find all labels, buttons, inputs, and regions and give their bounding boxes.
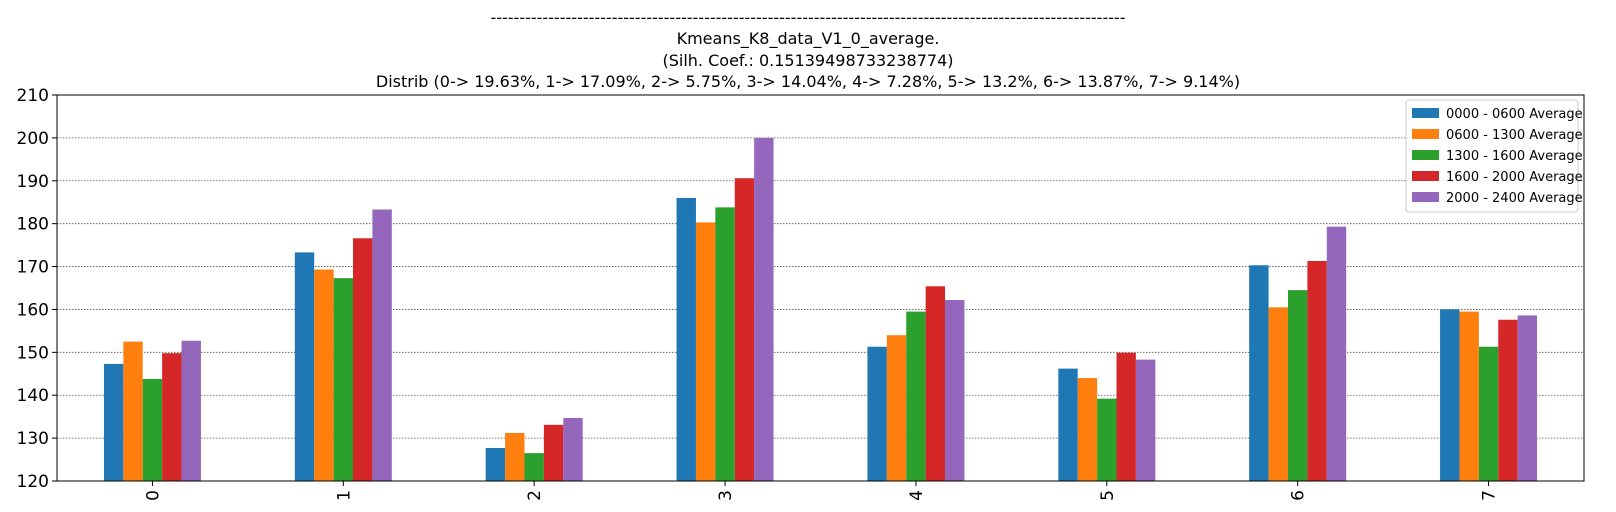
x-tick-label: 3 — [716, 490, 736, 501]
bar-1-series-1 — [314, 269, 334, 481]
bar-3-series-3 — [734, 178, 755, 481]
y-tick-label: 160 — [17, 300, 49, 320]
bar-2-series-1 — [505, 432, 525, 481]
bar-6-series-1 — [1268, 307, 1288, 481]
bar-5-series-1 — [1077, 378, 1098, 481]
bar-2-series-4 — [563, 417, 583, 481]
bar-0-series-3 — [162, 353, 182, 481]
y-tick-label: 190 — [17, 172, 49, 192]
bar-0-series-0 — [103, 363, 124, 481]
bar-1-series-3 — [353, 238, 373, 481]
bar-5-series-4 — [1135, 359, 1156, 481]
bar-4-series-3 — [925, 286, 946, 481]
x-tick-label: 1 — [334, 490, 354, 501]
bar-4-series-4 — [945, 300, 965, 481]
legend-box — [1405, 99, 1579, 213]
bar-6-series-0 — [1249, 265, 1269, 481]
legend-swatch — [1412, 192, 1439, 202]
bar-3-series-2 — [715, 207, 735, 481]
x-tick-label: 2 — [525, 490, 545, 501]
bar-2-series-3 — [543, 424, 564, 481]
legend-label: 0600 - 1300 Average — [1446, 128, 1583, 143]
y-tick-label: 140 — [17, 386, 49, 406]
y-tick-label: 130 — [17, 429, 49, 449]
chart-title-separator: ----------------------------------------… — [490, 8, 1126, 27]
bar-7-series-1 — [1459, 311, 1479, 481]
x-tick-label: 0 — [143, 490, 163, 501]
x-tick-label: 7 — [1480, 490, 1500, 501]
x-tick-label: 4 — [907, 490, 927, 501]
y-tick-label: 210 — [17, 86, 49, 106]
grid-lines — [57, 137, 1584, 439]
chart-title: Kmeans_K8_data_V1_0_average. — [676, 29, 940, 48]
bar-5-series-2 — [1097, 398, 1117, 481]
bar-3-series-0 — [676, 197, 696, 481]
bar-4-series-1 — [886, 335, 907, 481]
legend-label: 0000 - 0600 Average — [1446, 107, 1583, 122]
legend-swatch — [1412, 129, 1439, 139]
plot-frame — [56, 94, 1585, 482]
bar-2-series-2 — [524, 453, 544, 481]
y-tick-label: 180 — [17, 215, 49, 235]
bar-3-series-1 — [695, 222, 716, 481]
bar-6-series-4 — [1326, 226, 1347, 481]
y-tick-label: 150 — [17, 343, 49, 363]
bar-0-series-1 — [123, 341, 143, 481]
bar-1-series-4 — [372, 209, 392, 481]
bar-7-series-3 — [1498, 319, 1518, 481]
legend-label: 1600 - 2000 Average — [1446, 170, 1583, 185]
bar-4-series-2 — [906, 311, 926, 481]
bar-7-series-0 — [1440, 309, 1460, 481]
bar-6-series-3 — [1307, 260, 1327, 481]
y-axis: 120 130 140 150 160 170 180 190 200 210 — [17, 86, 57, 492]
chart-subtitle-distribution: Distrib (0-> 19.63%, 1-> 17.09%, 2-> 5.7… — [375, 72, 1241, 91]
legend-swatch — [1412, 171, 1439, 181]
bar-6-series-2 — [1287, 290, 1308, 481]
y-tick-label: 120 — [17, 472, 49, 492]
bar-7-series-4 — [1517, 315, 1538, 481]
bars — [103, 137, 1538, 481]
bar-1-series-2 — [333, 278, 354, 481]
bar-5-series-0 — [1058, 368, 1078, 481]
chart-subtitle-silhouette: (Silh. Coef.: 0.15139498733238774) — [662, 51, 954, 70]
bar-1-series-0 — [294, 252, 315, 481]
bar-5-series-3 — [1116, 352, 1136, 481]
legend-swatch — [1412, 150, 1439, 160]
bar-7-series-2 — [1478, 346, 1499, 481]
x-tick-label: 6 — [1289, 490, 1309, 501]
bar-0-series-4 — [181, 340, 201, 481]
legend-swatch — [1412, 108, 1439, 118]
bar-2-series-0 — [485, 447, 506, 481]
x-tick-label: 5 — [1098, 490, 1118, 501]
x-axis: 0 1 2 3 4 5 6 7 — [143, 481, 1500, 501]
y-tick-label: 200 — [17, 129, 49, 149]
y-tick-label: 170 — [17, 258, 49, 278]
legend: 0000 - 0600 Average 0600 - 1300 Average 13… — [1405, 99, 1583, 213]
legend-label: 2000 - 2400 Average — [1446, 191, 1583, 206]
bar-4-series-0 — [867, 346, 887, 481]
legend-label: 1300 - 1600 Average — [1446, 149, 1583, 164]
bar-3-series-4 — [754, 137, 774, 481]
bar-0-series-2 — [142, 378, 163, 481]
